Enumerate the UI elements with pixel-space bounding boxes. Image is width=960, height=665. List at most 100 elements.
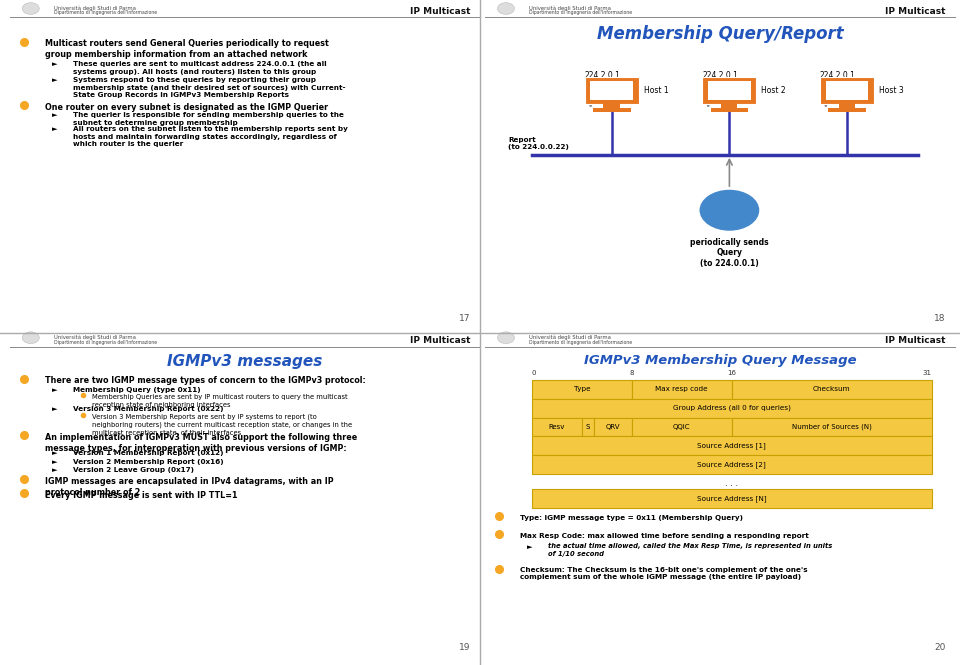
Text: 17: 17: [459, 315, 470, 323]
Text: Report
(to 224.0.0.22): Report (to 224.0.0.22): [509, 137, 569, 150]
Text: Host 2: Host 2: [761, 86, 786, 95]
Text: Source Address [1]: Source Address [1]: [697, 442, 766, 450]
Text: ►: ►: [52, 77, 58, 83]
Text: Dipartimento di Ingegneria dell'Informazione: Dipartimento di Ingegneria dell'Informaz…: [530, 11, 633, 15]
Text: An implementation of IGMPv3 MUST also support the following three
message types,: An implementation of IGMPv3 MUST also su…: [45, 433, 357, 453]
Text: Membership Query/Report: Membership Query/Report: [596, 25, 844, 43]
Text: There are two IGMP message types of concern to the IGMPv3 protocol:: There are two IGMP message types of conc…: [45, 376, 366, 386]
Text: Systems respond to these queries by reporting their group
membership state (and : Systems respond to these queries by repo…: [73, 77, 346, 98]
Text: Host 1: Host 1: [643, 86, 668, 95]
Text: IGMPv3 Membership Query Message: IGMPv3 Membership Query Message: [584, 354, 856, 366]
Text: the actual time allowed, called the Max Resp Time, is represented in units
of 1/: the actual time allowed, called the Max …: [548, 543, 832, 557]
Text: One router on every subnet is designated as the IGMP Querier: One router on every subnet is designated…: [45, 102, 328, 112]
Text: Università degli Studi di Parma: Università degli Studi di Parma: [55, 334, 136, 340]
Text: Università degli Studi di Parma: Università degli Studi di Parma: [530, 5, 612, 11]
Text: Università degli Studi di Parma: Università degli Studi di Parma: [55, 5, 136, 11]
Text: ►: ►: [52, 450, 58, 456]
Text: ►: ►: [52, 406, 58, 412]
Bar: [532, 380, 632, 398]
Circle shape: [497, 332, 515, 344]
Text: Host 3: Host 3: [878, 86, 903, 95]
Bar: [532, 418, 582, 436]
Bar: [721, 102, 737, 109]
Text: Type: IGMP message type = 0x11 (Membership Query): Type: IGMP message type = 0x11 (Membersh…: [520, 515, 743, 521]
Text: IP Multicast: IP Multicast: [410, 7, 470, 15]
Text: periodically sends
Query
(to 224.0.0.1): periodically sends Query (to 224.0.0.1): [690, 238, 769, 268]
Text: All routers on the subnet listen to the membership reports sent by
hosts and mai: All routers on the subnet listen to the …: [73, 126, 348, 148]
Text: Max resp code: Max resp code: [656, 386, 708, 392]
Bar: [732, 380, 931, 398]
Bar: [532, 436, 931, 456]
Text: ►: ►: [52, 112, 58, 118]
Text: The querier is responsible for sending membership queries to the
subnet to deter: The querier is responsible for sending m…: [73, 112, 344, 126]
Text: 16: 16: [728, 370, 736, 376]
Bar: [532, 489, 931, 508]
Circle shape: [699, 189, 760, 231]
Bar: [632, 380, 732, 398]
Text: Version 3 Membership Report (0x22): Version 3 Membership Report (0x22): [73, 406, 224, 412]
Text: ►: ►: [527, 544, 533, 550]
Bar: [603, 102, 620, 109]
Bar: [708, 80, 751, 100]
Text: Dipartimento di Ingegneria dell'Informazione: Dipartimento di Ingegneria dell'Informaz…: [55, 11, 157, 15]
Circle shape: [22, 3, 39, 15]
Text: 224.2.0.1: 224.2.0.1: [820, 71, 855, 80]
Circle shape: [22, 332, 39, 344]
Text: Version 2 Membership Report (0x16): Version 2 Membership Report (0x16): [73, 459, 224, 465]
Bar: [632, 418, 732, 436]
Text: Type: Type: [573, 386, 590, 392]
Text: 20: 20: [934, 644, 946, 652]
Bar: [838, 102, 855, 109]
Text: 224.2.0.1: 224.2.0.1: [703, 71, 738, 80]
Text: 224.2.0.1: 224.2.0.1: [585, 71, 620, 80]
Bar: [732, 418, 931, 436]
Text: Multicast routers send General Queries periodically to request
group membership : Multicast routers send General Queries p…: [45, 39, 328, 59]
Text: IGMP messages are encapsulated in IPv4 datagrams, with an IP
protocol number of : IGMP messages are encapsulated in IPv4 d…: [45, 477, 333, 497]
Text: 18: 18: [934, 315, 946, 323]
Bar: [532, 456, 931, 474]
Text: ►: ►: [52, 467, 58, 473]
Bar: [593, 108, 631, 112]
Text: Max Resp Code: max allowed time before sending a responding report: Max Resp Code: max allowed time before s…: [520, 533, 809, 539]
Text: Source Address [N]: Source Address [N]: [697, 495, 767, 502]
Text: Università degli Studi di Parma: Università degli Studi di Parma: [530, 334, 612, 340]
Text: Every IGMP message is sent with IP TTL=1: Every IGMP message is sent with IP TTL=1: [45, 491, 237, 499]
Text: IGMPv3 messages: IGMPv3 messages: [167, 354, 323, 368]
Text: ►: ►: [52, 387, 58, 393]
Text: IP Multicast: IP Multicast: [885, 336, 946, 344]
Bar: [582, 418, 594, 436]
Text: ►: ►: [52, 459, 58, 465]
Bar: [826, 80, 869, 100]
Text: ►: ►: [52, 61, 58, 67]
Bar: [585, 76, 638, 104]
Bar: [820, 76, 874, 104]
Text: Dipartimento di Ingegneria dell'Informazione: Dipartimento di Ingegneria dell'Informaz…: [55, 340, 157, 344]
Circle shape: [497, 3, 515, 15]
Text: Resv: Resv: [549, 424, 565, 430]
Text: IP Multicast: IP Multicast: [885, 7, 946, 15]
Text: Checksum: The Checksum is the 16-bit one's complement of the one's
complement su: Checksum: The Checksum is the 16-bit one…: [520, 567, 807, 581]
Text: Version 3 Membership Reports are sent by IP systems to report (to
neighboring ro: Version 3 Membership Reports are sent by…: [92, 414, 352, 436]
Text: . . .: . . .: [725, 479, 738, 488]
Text: 8: 8: [630, 370, 634, 376]
Text: 0: 0: [532, 370, 537, 376]
Text: ►: ►: [52, 126, 58, 132]
Text: Version 1 Membership Report (0x12): Version 1 Membership Report (0x12): [73, 450, 224, 456]
Text: QQIC: QQIC: [673, 424, 690, 430]
Text: Membership Query (type 0x11): Membership Query (type 0x11): [73, 387, 201, 393]
Text: Number of Sources (N): Number of Sources (N): [792, 424, 872, 430]
Text: 19: 19: [459, 644, 470, 652]
Text: These queries are sent to multicast address 224.0.0.1 (the all
systems group). A: These queries are sent to multicast addr…: [73, 61, 326, 74]
Text: IP Multicast: IP Multicast: [410, 336, 470, 344]
Text: Dipartimento di Ingegneria dell'Informazione: Dipartimento di Ingegneria dell'Informaz…: [530, 340, 633, 344]
Text: Group Address (all 0 for queries): Group Address (all 0 for queries): [673, 405, 791, 412]
Bar: [710, 108, 748, 112]
Bar: [594, 418, 632, 436]
Text: S: S: [586, 424, 590, 430]
Bar: [703, 76, 756, 104]
Text: Membership Queries are sent by IP multicast routers to query the multicast
recep: Membership Queries are sent by IP multic…: [92, 394, 348, 408]
Text: Version 2 Leave Group (0x17): Version 2 Leave Group (0x17): [73, 467, 194, 473]
Bar: [532, 398, 931, 418]
Bar: [590, 80, 634, 100]
Text: QRV: QRV: [606, 424, 620, 430]
